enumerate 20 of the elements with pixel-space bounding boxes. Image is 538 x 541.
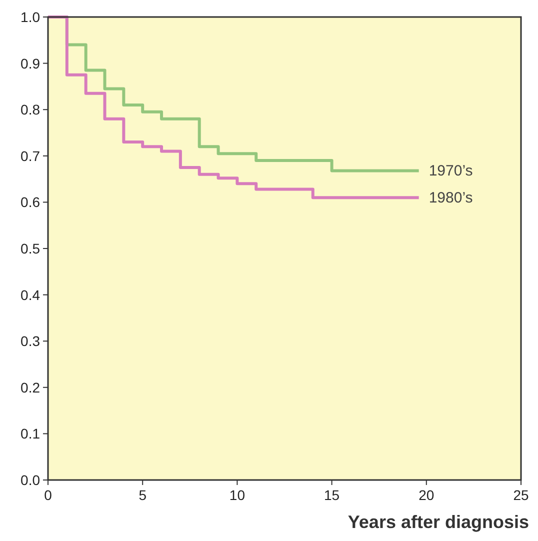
series-label: 1970’s — [428, 162, 473, 180]
x-tick-label: 15 — [324, 487, 340, 503]
x-axis-title: Years after diagnosis — [348, 512, 529, 532]
y-tick-label: 0.3 — [20, 333, 40, 350]
y-tick-label: 0.6 — [20, 194, 40, 210]
y-tick-label: 0.9 — [20, 55, 40, 72]
y-tick-label: 1.0 — [20, 9, 40, 25]
y-tick-label: 0.4 — [20, 286, 40, 303]
y-tick-label: 0.5 — [20, 240, 40, 256]
x-tick-label: 10 — [229, 487, 246, 503]
y-tick-label: 0.1 — [20, 426, 40, 442]
y-tick-label: 0.2 — [20, 379, 40, 396]
y-tick-label: 0.7 — [20, 148, 40, 164]
x-tick-label: 0 — [44, 487, 52, 503]
series-label: 1980’s — [428, 190, 473, 207]
x-tick-label: 25 — [513, 487, 529, 503]
x-tick-label: 20 — [418, 487, 434, 503]
y-tick-label: 0.8 — [20, 102, 40, 118]
x-tick-label: 5 — [138, 487, 147, 503]
y-tick-label: 0.0 — [20, 472, 40, 488]
